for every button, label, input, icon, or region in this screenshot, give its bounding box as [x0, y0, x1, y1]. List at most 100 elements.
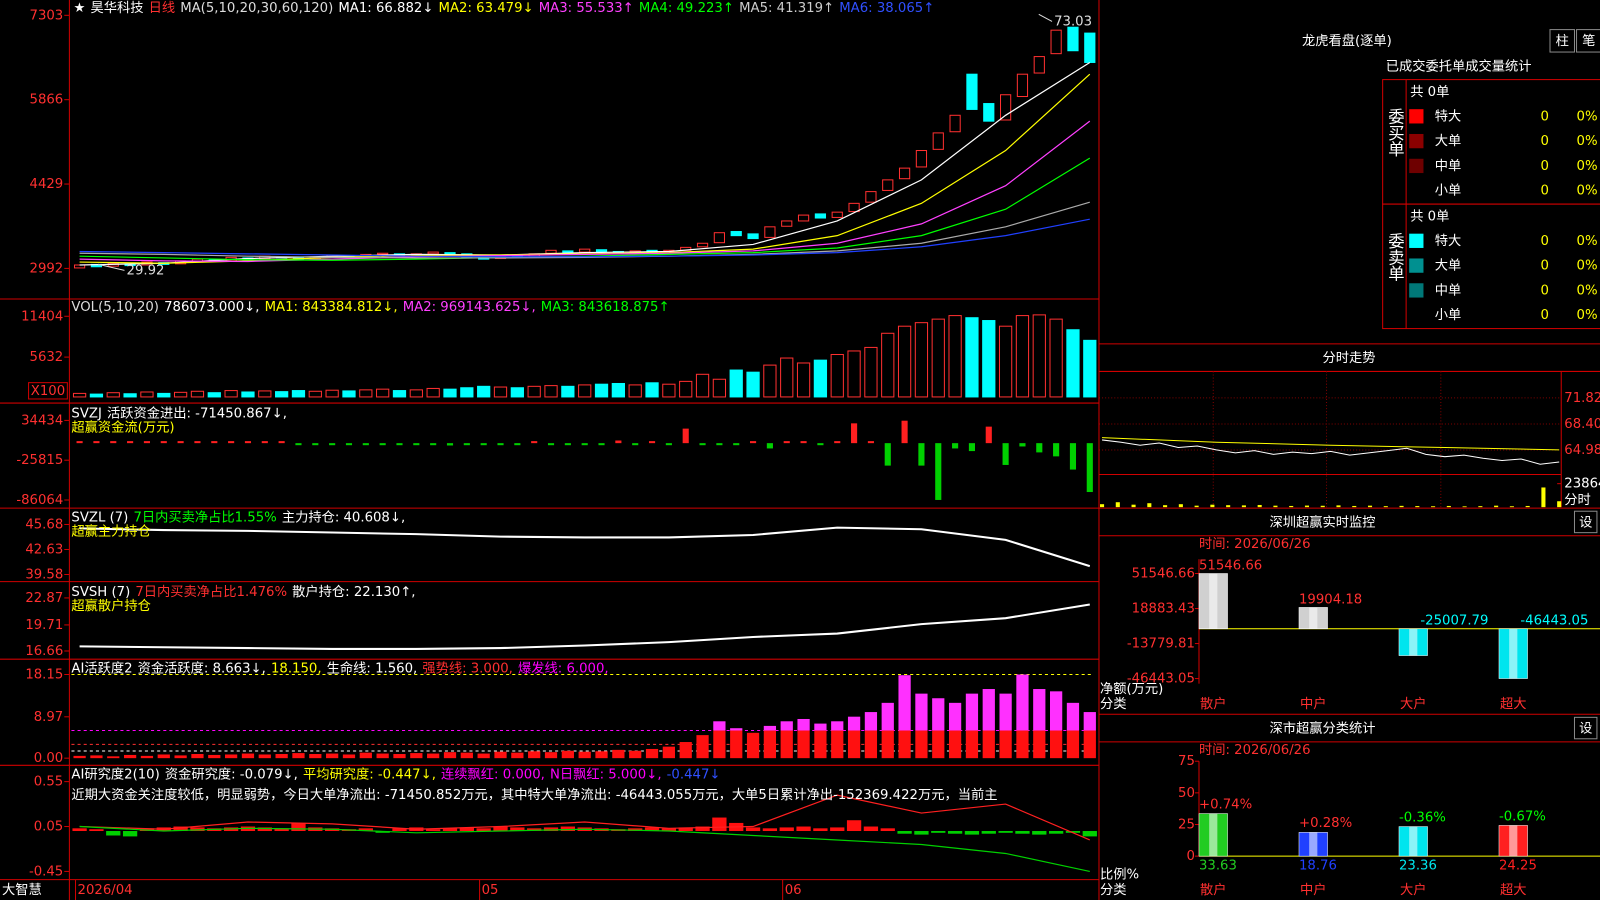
y-tick-label: 25: [1178, 817, 1195, 832]
volume-bar: [1210, 504, 1215, 508]
activity-bar-top: [831, 721, 844, 731]
legend-item: VOL(5,10,20): [71, 300, 159, 315]
row-name: 中单: [1435, 282, 1462, 298]
activity-bar: [814, 723, 827, 759]
activity-bar-base: [629, 750, 642, 759]
activity-bar-base: [376, 753, 389, 759]
button-label[interactable]: 设: [1579, 721, 1592, 737]
activity-bar: [763, 725, 777, 759]
button[interactable]: [1576, 29, 1600, 53]
activity-bar-top: [864, 712, 878, 731]
flow-bar: [228, 441, 235, 444]
candle-down: [595, 249, 608, 252]
activity-bar: [460, 752, 473, 759]
group-label: 委卖单: [1385, 233, 1404, 282]
activity-bar-base: [359, 752, 372, 759]
research-bar: [543, 827, 559, 832]
activity-bar-base: [140, 755, 154, 759]
x-tick-label: 05: [482, 883, 499, 898]
legend-item: MA4: 49.223↑: [639, 1, 734, 16]
button[interactable]: [1573, 510, 1598, 534]
volume-bar: [729, 369, 743, 398]
x-axis-label: 分类: [1100, 696, 1127, 712]
activity-bar: [292, 753, 305, 759]
activity-bar-top: [780, 721, 793, 731]
y-tick-label: 23864: [1564, 477, 1600, 492]
button-label[interactable]: 设: [1579, 514, 1592, 530]
research-bar: [527, 828, 542, 832]
y-tick-label: 11404: [21, 309, 63, 324]
activity-bar: [90, 755, 103, 759]
button[interactable]: [1573, 716, 1598, 740]
y-tick-label: 75: [1178, 754, 1195, 769]
row-count: 0: [1541, 134, 1549, 149]
y-tick-label: -25815: [16, 453, 63, 468]
activity-bar-base: [595, 751, 608, 759]
button[interactable]: [1549, 29, 1575, 53]
flow-bar: [665, 443, 672, 446]
activity-bar: [140, 755, 154, 759]
activity-bar: [258, 754, 271, 759]
legend-item: MA2: 63.479↓: [439, 1, 534, 16]
research-bar: [510, 827, 525, 832]
bar-shine: [1309, 832, 1318, 857]
y-tick-label: 22.87: [25, 591, 63, 606]
flow-bar: [430, 443, 437, 446]
candle-up: [781, 220, 793, 227]
activity-bar-top: [932, 698, 945, 731]
value-label: 23.36: [1399, 858, 1437, 873]
category-label: 散户: [1200, 881, 1227, 898]
volume-bar: [241, 391, 255, 398]
research-bar: [358, 828, 373, 832]
activity-bar-top: [1066, 702, 1080, 731]
group-total: 共 0单: [1410, 208, 1449, 224]
volume-bar: [1163, 505, 1168, 508]
activity-bar: [123, 754, 137, 759]
legend-item: 日线: [149, 0, 176, 16]
activity-bar-base: [696, 735, 709, 759]
volume-bar: [1015, 315, 1030, 398]
y-tick-label: -13779.81: [1127, 637, 1195, 652]
flow-bar: [648, 441, 656, 444]
color-swatch: [1409, 233, 1424, 248]
volume-bar: [578, 384, 592, 398]
button-label[interactable]: 柱: [1556, 33, 1569, 49]
volume-bar: [544, 385, 558, 398]
color-swatch: [1409, 109, 1424, 124]
activity-bar-base: [932, 730, 945, 759]
flow-bar: [699, 443, 706, 446]
research-bar: [678, 827, 693, 832]
volume-bar: [712, 378, 727, 398]
activity-bar-base: [342, 754, 356, 759]
activity-bar: [544, 752, 558, 759]
flow-bar: [463, 443, 470, 446]
research-bar: [72, 828, 87, 832]
activity-bar-base: [1050, 730, 1063, 759]
button-label[interactable]: 笔: [1582, 33, 1595, 49]
volume-bar: [527, 385, 541, 398]
activity-bar-top: [730, 728, 743, 731]
legend-item: 资金活跃度: 8.663↓,: [138, 660, 266, 676]
flow-bar: [93, 441, 100, 444]
activity-bar-base: [965, 730, 979, 759]
activity-bar: [864, 712, 878, 759]
volume-bar: [1066, 329, 1080, 398]
x-tick-label: 06: [785, 883, 802, 898]
volume-bar: [914, 322, 929, 398]
flow-bar: [834, 441, 841, 444]
candle-up: [1000, 94, 1012, 121]
research-bar: [122, 831, 138, 837]
bar-shine: [1209, 813, 1218, 857]
holding-line: [79, 603, 1090, 650]
volume-bar: [409, 389, 423, 398]
volume-bar: [443, 388, 457, 398]
candle-down: [747, 233, 759, 240]
activity-bar-base: [460, 752, 473, 759]
y-tick-label: -0.45: [29, 864, 63, 879]
activity-bar-top: [965, 693, 979, 731]
flow-bar: [379, 443, 386, 446]
volume-bar: [931, 318, 945, 398]
activity-bar-base: [948, 730, 962, 759]
volume-bar: [376, 388, 390, 398]
activity-bar: [595, 751, 608, 759]
